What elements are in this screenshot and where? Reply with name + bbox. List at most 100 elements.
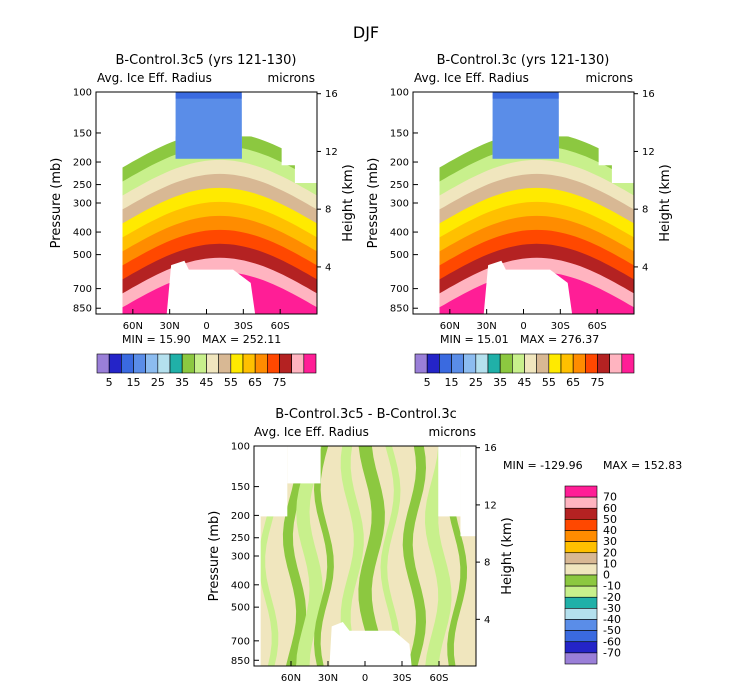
- contour-band: [175, 92, 242, 159]
- colorbar-box: [218, 353, 232, 374]
- colorbar-label: 65: [566, 376, 580, 389]
- contour-band: [425, 446, 452, 666]
- colorbar-label: 55: [542, 376, 556, 389]
- latitude-tick-label: 60S: [588, 321, 607, 332]
- colorbar-box: [564, 630, 598, 643]
- panel-title: B-Control.3c5 - B-Control.3c: [275, 407, 457, 422]
- pressure-tick-label: 500: [231, 603, 250, 614]
- latitude-tick-label: 60S: [271, 321, 290, 332]
- latitude-tick-label: 0: [520, 321, 526, 332]
- topography-mask: [483, 260, 573, 314]
- colorbar-box: [564, 608, 598, 620]
- colorbar-box: [230, 353, 244, 374]
- contour-band: [492, 92, 559, 99]
- colorbar-label: 65: [248, 376, 262, 389]
- suptitle: DJF: [353, 23, 379, 42]
- y2-axis-label: Height (km): [658, 164, 673, 241]
- pressure-tick-label: 400: [390, 228, 409, 239]
- height-tick-label: 8: [325, 205, 331, 216]
- colorbar-label: 5: [424, 376, 431, 389]
- y-axis-label: Pressure (mb): [207, 511, 222, 602]
- colorbar-label: 0: [603, 569, 610, 582]
- contour-band: [314, 446, 334, 666]
- colorbar-box: [279, 353, 292, 374]
- contour-plot: 100 150 200 250 300 400 500 700 850 Pressure (mb)…: [49, 88, 356, 333]
- colorbar-label: 75: [591, 376, 605, 389]
- colorbar: 5 15 25 35 45 55 65 75: [414, 353, 635, 389]
- height-tick-label: 4: [484, 615, 490, 626]
- min-label: MIN = -129.96: [503, 459, 583, 472]
- colorbar-box: [564, 552, 598, 565]
- colorbar-box: [512, 353, 525, 374]
- height-tick-label: 12: [484, 500, 497, 511]
- contour-band: [282, 446, 307, 666]
- colorbar-label: -70: [603, 646, 621, 659]
- colorbar: 5 15 25 35 45 55 65 75: [96, 353, 317, 389]
- colorbar-box: [133, 353, 146, 374]
- contour-band: [358, 446, 385, 666]
- colorbar-box: [524, 353, 537, 374]
- height-tick-label: 12: [642, 147, 655, 158]
- colorbar-box: [572, 353, 586, 374]
- colorbar-box: [597, 353, 610, 374]
- min-label: MIN = 15.01: [440, 333, 509, 346]
- pressure-tick-label: 850: [231, 656, 250, 667]
- pressure-tick-label: 250: [231, 533, 250, 544]
- colorbar-box: [121, 353, 134, 374]
- colorbar-label: 45: [200, 376, 214, 389]
- colorbar-label: 40: [603, 524, 617, 537]
- colorbar-label: 45: [518, 376, 532, 389]
- pressure-tick-label: 400: [231, 580, 250, 591]
- colorbar-label: -20: [603, 591, 621, 604]
- contour-band: [175, 92, 242, 99]
- colorbar-box: [536, 353, 550, 374]
- colorbar-label: 25: [151, 376, 165, 389]
- colorbar-box: [548, 353, 562, 374]
- colorbar-label: 35: [493, 376, 507, 389]
- pressure-tick-label: 250: [390, 180, 409, 191]
- latitude-tick-label: 0: [203, 321, 209, 332]
- max-label: MAX = 152.83: [603, 459, 682, 472]
- pressure-tick-label: 500: [390, 250, 409, 261]
- panel-control-3c: B-Control.3c (yrs 121-130) Avg. Ice Eff.…: [366, 53, 673, 389]
- missing-data: [281, 92, 317, 166]
- min-label: MIN = 15.90: [122, 333, 191, 346]
- latitude-tick-label: 30S: [234, 321, 253, 332]
- colorbar-label: -50: [603, 624, 621, 637]
- colorbar-box: [475, 353, 489, 374]
- colorbar-box: [303, 353, 317, 374]
- pressure-tick-label: 200: [73, 158, 92, 169]
- colorbar-box: [108, 353, 122, 374]
- colorbar-box: [564, 585, 598, 598]
- height-tick-label: 16: [484, 443, 497, 454]
- colorbar-label: -10: [603, 580, 621, 593]
- variable-label: Avg. Ice Eff. Radius: [254, 425, 369, 439]
- colorbar-label: 25: [469, 376, 483, 389]
- latitude-tick-label: 0: [362, 673, 368, 684]
- colorbar-box: [564, 619, 598, 631]
- pressure-tick-label: 150: [231, 482, 250, 493]
- contour-plot: 100 150 200 250 300 400 500 700 850 Pressure (mb)…: [207, 442, 515, 685]
- colorbar-label: -30: [603, 602, 621, 615]
- contour-band: [402, 446, 426, 666]
- latitude-tick-label: 60N: [281, 673, 301, 684]
- panel-control-3c5: B-Control.3c5 (yrs 121-130) Avg. Ice Eff…: [49, 53, 356, 389]
- pressure-tick-label: 200: [231, 511, 250, 522]
- colorbar-label: 20: [603, 546, 617, 559]
- colorbar-box: [169, 353, 183, 374]
- colorbar-label: 70: [603, 491, 617, 504]
- contour-band: [380, 446, 401, 666]
- latitude-tick-label: 30S: [551, 321, 570, 332]
- colorbar-label: 75: [273, 376, 287, 389]
- colorbar-box: [564, 652, 598, 665]
- contour-plot: 100 150 200 250 300 400 500 700 850 Pressure (mb)…: [366, 88, 673, 333]
- contour-band: [492, 92, 559, 159]
- pressure-tick-label: 850: [390, 304, 409, 315]
- colorbar-box: [426, 353, 440, 374]
- latitude-tick-label: 30S: [392, 673, 411, 684]
- max-label: MAX = 252.11: [202, 333, 281, 346]
- colorbar-label: 15: [127, 376, 141, 389]
- contour-field: [254, 446, 476, 666]
